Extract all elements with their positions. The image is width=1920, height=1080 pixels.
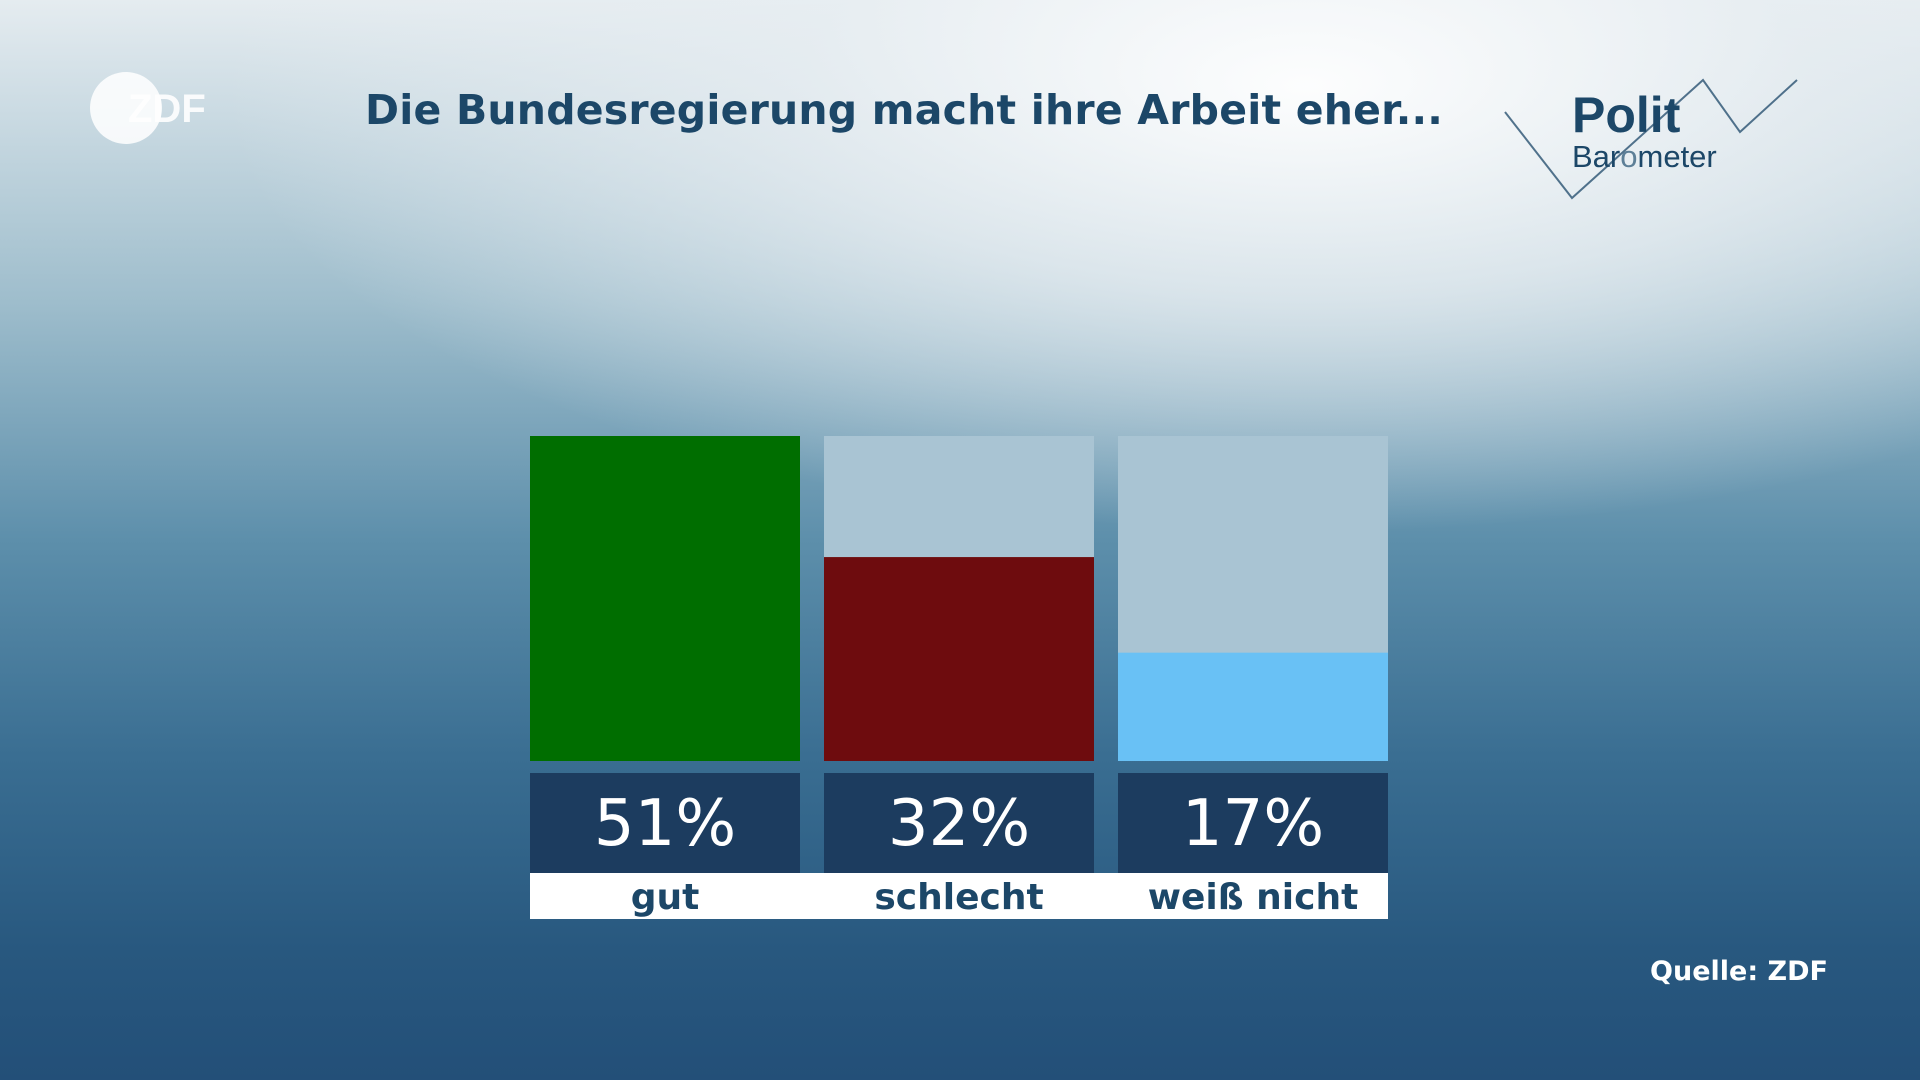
value-label-box <box>824 773 1094 873</box>
value-label-box <box>530 773 800 873</box>
category-label: schlecht <box>874 877 1043 918</box>
data-label: 32% <box>888 787 1030 861</box>
category-label: gut <box>631 877 700 918</box>
source-label: Quelle: ZDF <box>1650 956 1828 987</box>
svg-text:Barometer: Barometer <box>1572 139 1717 174</box>
chart-title: Die Bundesregierung macht ihre Arbeit eh… <box>365 86 1444 134</box>
zdf-logo-text: ZDF <box>128 87 206 131</box>
zdf-logo: ZDF <box>90 72 206 144</box>
data-label: 17% <box>1182 787 1324 861</box>
politbarometer-logo: Polit Barometer <box>1504 78 1798 200</box>
bar <box>824 557 1094 761</box>
value-label-box <box>1118 773 1388 873</box>
svg-text:Polit: Polit <box>1572 87 1681 143</box>
bar <box>530 436 800 761</box>
category-label-strip <box>530 873 1388 919</box>
category-label: weiß nicht <box>1148 877 1359 918</box>
bar <box>1118 652 1388 761</box>
data-label: 51% <box>594 787 736 861</box>
